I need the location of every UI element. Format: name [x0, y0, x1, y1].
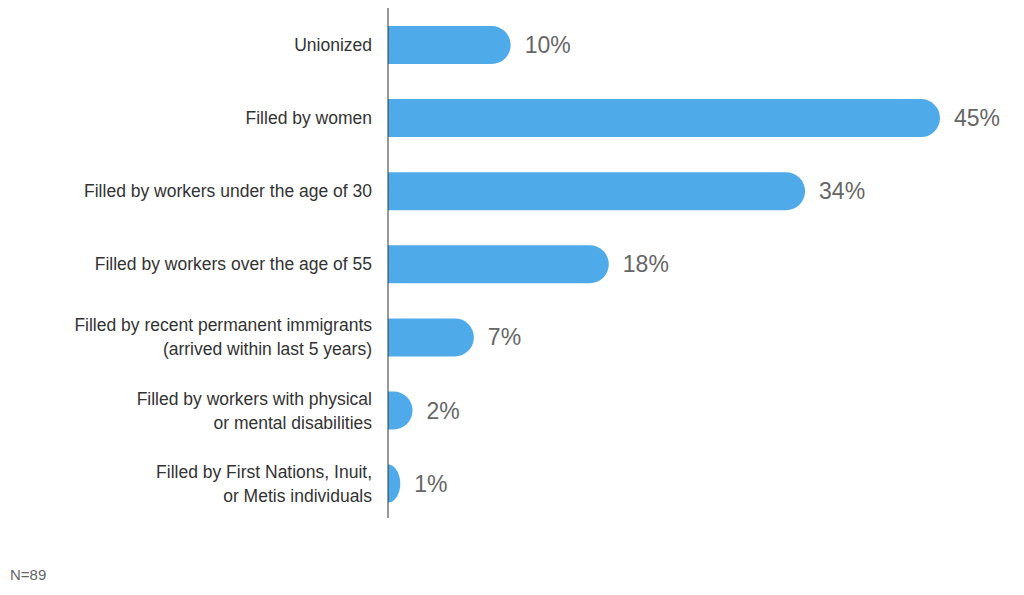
annotation: N=89: [10, 566, 46, 583]
bars: [388, 26, 940, 503]
axis-line: [388, 8, 389, 518]
category-label: Unionized: [294, 35, 372, 55]
data-label: 7%: [488, 324, 521, 350]
bar: [388, 26, 511, 64]
data-label: 2%: [427, 398, 460, 424]
category-label: Filled by workers with physicalor mental…: [137, 389, 373, 433]
bar: [388, 245, 609, 283]
data-label: 45%: [954, 105, 1000, 131]
data-label: 34%: [819, 178, 865, 204]
category-label: Filled by First Nations, Inuit,or Metis …: [156, 462, 372, 506]
category-label: Filled by workers over the age of 55: [95, 254, 372, 274]
category-label: Filled by recent permanent immigrants(ar…: [74, 315, 372, 359]
data-label: 1%: [414, 471, 447, 497]
bar: [388, 99, 940, 137]
chart: 10% Unionized 45% Filled by women 34% Filled …: [0, 0, 1024, 595]
bar: [388, 392, 413, 430]
category-label: Filled by women: [246, 108, 372, 128]
category-label: Filled by workers under the age of 30: [84, 181, 372, 201]
bar: [388, 172, 805, 210]
bar: [388, 465, 400, 503]
data-label: 10%: [525, 32, 571, 58]
bar: [388, 318, 474, 356]
data-label: 18%: [623, 251, 669, 277]
